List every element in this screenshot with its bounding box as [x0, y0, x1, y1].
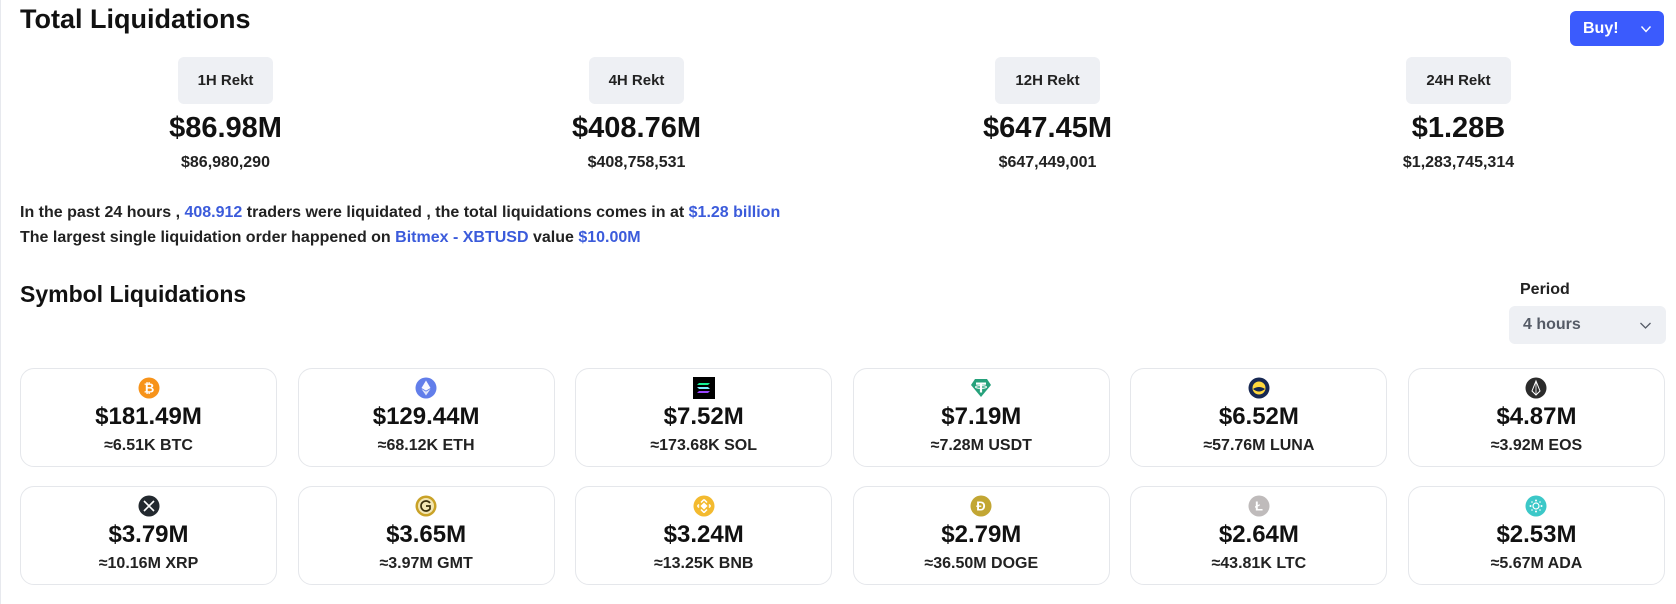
chevron-down-icon [1640, 322, 1651, 329]
largest-order-link[interactable]: Bitmex - XBTUSD [395, 229, 529, 246]
coin-liquidation-amount: ≈43.81K LTC [1211, 555, 1307, 572]
largest-order-value: $10.00M [578, 229, 641, 246]
coin-liquidation-value: $7.52M [663, 403, 744, 430]
summary-line2-prefix: The largest single liquidation order hap… [20, 229, 396, 246]
summary-line1-mid: traders were liquidated , the total liqu… [242, 204, 689, 221]
buy-button-label: Buy! [1583, 19, 1619, 37]
coin-liquidation-value: $181.49M [95, 403, 202, 430]
stat-1h-badge: 1H Rekt [177, 57, 274, 104]
chevron-down-icon [1640, 26, 1652, 33]
coin-liquidation-value: $3.65M [386, 521, 467, 548]
coin-liquidation-value: $3.24M [663, 521, 744, 548]
traders-count: 408.912 [184, 204, 243, 221]
coin-liquidation-amount: ≈68.12K ETH [377, 437, 475, 454]
coin-card-luna[interactable]: $6.52M ≈57.76M LUNA [1130, 368, 1388, 467]
period-select-value: 4 hours [1523, 316, 1581, 333]
total-liquidations-value: $1.28 billion [688, 204, 781, 221]
coin-liquidation-amount: ≈5.67M ADA [1490, 555, 1583, 572]
coin-liquidation-value: $4.87M [1496, 403, 1577, 430]
coin-liquidation-amount: ≈57.76M LUNA [1203, 437, 1315, 454]
stat-1h-exact: $86,980,290 [181, 154, 270, 171]
period-select[interactable]: 4 hours [1509, 306, 1666, 344]
ethereum-icon [415, 377, 437, 399]
buy-button[interactable]: Buy! [1570, 11, 1664, 46]
stat-1h-value: $86.98M [169, 112, 282, 144]
stat-24h: 24H Rekt $1.28B $1,283,745,314 [1253, 57, 1664, 177]
svg-text:Ð: Ð [977, 499, 986, 514]
xrp-icon [138, 495, 159, 517]
coin-liquidation-value: $7.19M [941, 403, 1022, 430]
coin-liquidation-value: $129.44M [372, 403, 480, 430]
coin-card-doge[interactable]: Ð $2.79M ≈36.50M DOGE [852, 486, 1110, 585]
coin-liquidation-amount: ≈13.25K BNB [653, 555, 754, 572]
coin-card-eos[interactable]: $4.87M ≈3.92M EOS [1407, 368, 1665, 467]
cardano-icon [1525, 495, 1547, 517]
eos-icon [1525, 377, 1547, 399]
coin-card-eth[interactable]: $129.44M ≈68.12K ETH [297, 368, 555, 467]
stat-12h-value: $647.45M [983, 112, 1112, 144]
coin-card-xrp[interactable]: $3.79M ≈10.16M XRP [20, 486, 277, 585]
stat-24h-exact: $1,283,745,314 [1402, 154, 1515, 171]
coin-card-sol[interactable]: $7.52M ≈173.68K SOL [575, 368, 833, 467]
svg-text:₿: ₿ [143, 381, 154, 396]
coin-card-bnb[interactable]: $3.24M ≈13.25K BNB [575, 486, 833, 585]
coin-liquidation-value: $2.79M [941, 521, 1022, 548]
svg-text:Ł: Ł [1255, 499, 1263, 514]
coin-liquidation-amount: ≈7.28M USDT [930, 437, 1032, 454]
coin-liquidation-amount: ≈3.97M GMT [379, 555, 473, 572]
coin-liquidation-value: $6.52M [1218, 403, 1299, 430]
page-title: Total Liquidations [20, 4, 251, 34]
solana-icon [692, 377, 715, 399]
stat-4h: 4H Rekt $408.76M $408,758,531 [431, 57, 842, 177]
coin-card-gmt[interactable]: $3.65M ≈3.97M GMT [297, 486, 555, 585]
coin-liquidation-amount: ≈173.68K SOL [650, 437, 757, 454]
stat-24h-value: $1.28B [1411, 112, 1506, 144]
stat-24h-badge: 24H Rekt [1406, 57, 1511, 104]
summary-line2-mid: value [528, 229, 579, 246]
luna-icon [1248, 377, 1270, 399]
stat-12h-exact: $647,449,001 [998, 154, 1097, 171]
summary-line1-prefix: In the past 24 hours , [20, 204, 185, 221]
summary-line-1: In the past 24 hours , 408.912 traders w… [20, 200, 780, 225]
stat-4h-exact: $408,758,531 [587, 154, 686, 171]
gmt-icon [415, 495, 437, 517]
coin-liquidation-amount: ≈3.92M EOS [1490, 437, 1583, 454]
stat-1h: 1H Rekt $86.98M $86,980,290 [20, 57, 431, 177]
coin-liquidation-amount: ≈36.50M DOGE [924, 555, 1039, 572]
tether-icon [971, 379, 992, 397]
coin-card-usdt[interactable]: $7.19M ≈7.28M USDT [852, 368, 1110, 467]
coin-liquidation-amount: ≈6.51K BTC [104, 437, 193, 454]
stat-4h-badge: 4H Rekt [588, 57, 685, 104]
symbol-cards: ₿ $181.49M ≈6.51K BTC $129.44M ≈68.12K E… [20, 368, 1665, 585]
liquidation-summary: In the past 24 hours , 408.912 traders w… [20, 200, 780, 250]
coin-liquidation-amount: ≈10.16M XRP [98, 555, 199, 572]
coin-liquidation-value: $2.64M [1218, 521, 1299, 548]
coin-card-ada[interactable]: $2.53M ≈5.67M ADA [1407, 486, 1665, 585]
stat-12h: 12H Rekt $647.45M $647,449,001 [842, 57, 1253, 177]
dogecoin-icon: Ð [970, 495, 992, 517]
coin-card-ltc[interactable]: Ł $2.64M ≈43.81K LTC [1130, 486, 1388, 585]
stat-12h-badge: 12H Rekt [995, 57, 1100, 104]
bitcoin-icon: ₿ [138, 377, 159, 399]
symbol-liquidations-title: Symbol Liquidations [20, 281, 247, 307]
summary-line-2: The largest single liquidation order hap… [20, 225, 780, 250]
coin-card-btc[interactable]: ₿ $181.49M ≈6.51K BTC [20, 368, 277, 467]
period-label: Period [1520, 281, 1570, 298]
coin-liquidation-value: $2.53M [1496, 521, 1577, 548]
rekt-stats: 1H Rekt $86.98M $86,980,290 4H Rekt $408… [20, 57, 1664, 177]
coin-liquidation-value: $3.79M [108, 521, 189, 548]
bnb-icon [693, 495, 715, 517]
stat-4h-value: $408.76M [572, 112, 701, 144]
litecoin-icon: Ł [1248, 495, 1270, 517]
